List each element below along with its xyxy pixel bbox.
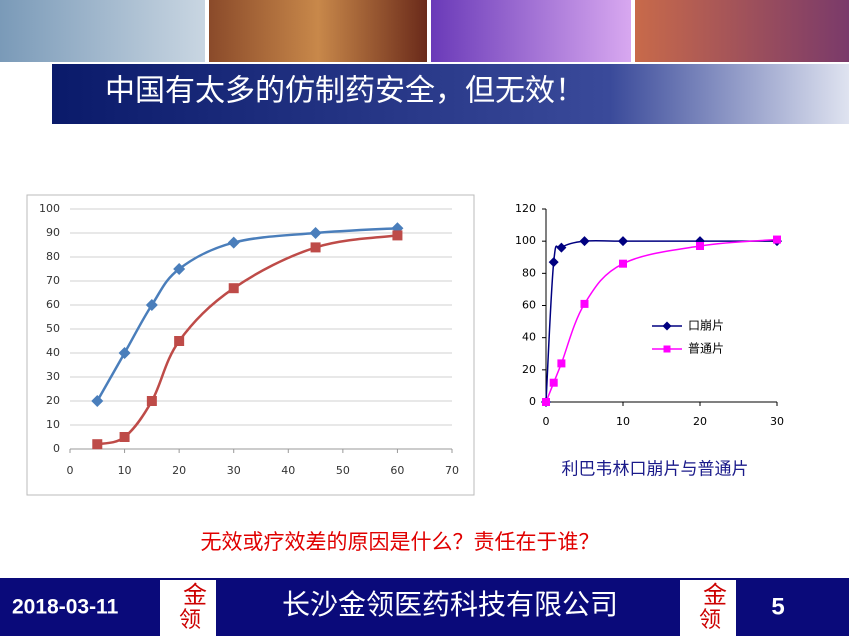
logo: 金 领 bbox=[160, 580, 216, 636]
x-tick-label: 60 bbox=[390, 464, 404, 477]
y-tick-label: 20 bbox=[522, 363, 536, 376]
marker bbox=[145, 299, 158, 311]
title-bar bbox=[52, 64, 849, 124]
y-tick-label: 80 bbox=[46, 250, 60, 263]
marker bbox=[548, 257, 559, 268]
banner-image bbox=[0, 0, 205, 62]
y-tick-label: 20 bbox=[46, 394, 60, 407]
series-line bbox=[545, 238, 778, 403]
logo-text: 金 bbox=[703, 581, 727, 609]
marker bbox=[92, 439, 103, 450]
x-tick-label: 10 bbox=[616, 415, 630, 428]
logo-text: 领 bbox=[179, 608, 201, 633]
x-tick-label: 20 bbox=[693, 415, 707, 428]
slide-title: 中国有太多的仿制药安全，但无效！ bbox=[105, 74, 585, 109]
marker bbox=[91, 395, 104, 407]
marker bbox=[542, 398, 550, 406]
chart-caption: 利巴韦林口崩片与普通片 bbox=[562, 460, 749, 480]
marker bbox=[618, 236, 628, 247]
logo-bg bbox=[160, 580, 216, 636]
page-number: 5 bbox=[771, 593, 784, 620]
banner-image bbox=[431, 0, 631, 62]
y-tick-label: 100 bbox=[39, 202, 60, 215]
x-tick-label: 70 bbox=[445, 464, 459, 477]
marker bbox=[174, 336, 185, 346]
y-tick-label: 40 bbox=[522, 331, 536, 344]
legend-label: 普通片 bbox=[688, 342, 724, 356]
marker bbox=[119, 432, 130, 442]
x-tick-label: 40 bbox=[281, 464, 295, 477]
y-tick-label: 100 bbox=[515, 234, 536, 247]
legend-label: 口崩片 bbox=[688, 319, 724, 333]
y-tick-label: 70 bbox=[46, 274, 60, 287]
marker bbox=[309, 227, 322, 239]
x-tick-label: 50 bbox=[336, 464, 350, 477]
series-line bbox=[545, 239, 777, 403]
y-tick-label: 30 bbox=[46, 370, 60, 383]
logo-bg bbox=[680, 580, 736, 636]
y-tick-label: 120 bbox=[515, 202, 536, 215]
y-tick-label: 90 bbox=[46, 226, 60, 239]
y-tick-label: 0 bbox=[529, 395, 536, 408]
logo-text: 领 bbox=[699, 608, 721, 633]
marker bbox=[173, 263, 186, 275]
marker bbox=[146, 396, 157, 406]
y-tick-label: 60 bbox=[522, 299, 536, 312]
marker bbox=[549, 378, 558, 387]
x-tick-label: 0 bbox=[67, 464, 74, 477]
y-tick-label: 50 bbox=[46, 322, 60, 335]
y-tick-label: 40 bbox=[46, 346, 60, 359]
marker bbox=[580, 299, 589, 308]
marker bbox=[556, 242, 567, 253]
marker bbox=[227, 236, 240, 249]
logo-text: 金 bbox=[183, 581, 207, 609]
y-tick-label: 10 bbox=[46, 418, 60, 431]
y-tick-label: 80 bbox=[522, 266, 536, 279]
marker bbox=[579, 236, 590, 247]
marker bbox=[619, 259, 627, 268]
marker bbox=[773, 235, 781, 244]
banner-image bbox=[209, 0, 427, 62]
marker bbox=[228, 283, 239, 294]
y-tick-label: 0 bbox=[53, 442, 60, 455]
marker bbox=[392, 230, 403, 241]
marker bbox=[557, 359, 566, 368]
y-tick-label: 60 bbox=[46, 298, 60, 311]
x-tick-label: 30 bbox=[227, 464, 241, 477]
x-tick-label: 10 bbox=[118, 464, 132, 477]
x-tick-label: 20 bbox=[172, 464, 186, 477]
marker bbox=[696, 241, 704, 250]
banner-image bbox=[635, 0, 849, 62]
x-tick-label: 0 bbox=[543, 415, 550, 428]
footer-company: 长沙金领医药科技有限公司 bbox=[282, 588, 618, 621]
question: 无效或疗效差的原因是什么？责任在于谁？ bbox=[201, 530, 600, 554]
marker bbox=[310, 242, 321, 253]
footer-date: 2018-03-11 bbox=[12, 596, 119, 619]
legend-marker bbox=[663, 345, 671, 353]
legend-marker bbox=[662, 321, 672, 331]
logo: 金 领 bbox=[680, 580, 736, 636]
x-tick-label: 30 bbox=[770, 415, 784, 428]
marker bbox=[118, 347, 131, 359]
